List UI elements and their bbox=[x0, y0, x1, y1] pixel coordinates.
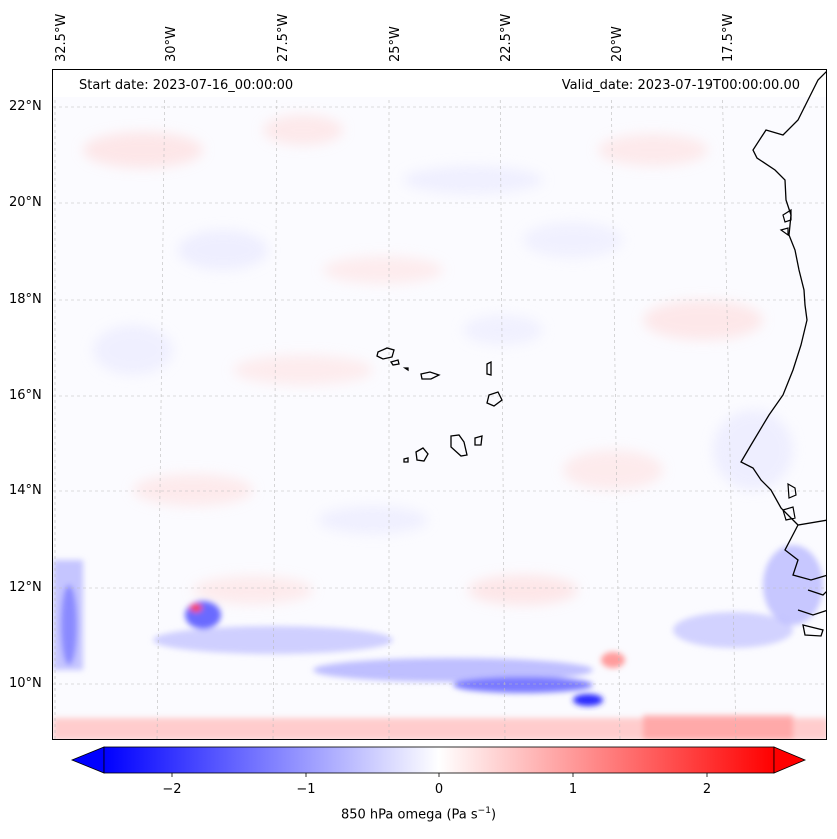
start-date-text: Start date: 2023-07-16_00:00:00 bbox=[79, 78, 294, 93]
cape-verde-islands bbox=[376, 347, 503, 463]
omega-contours-strong bbox=[53, 545, 826, 739]
lat-label-14n: 14°N bbox=[9, 483, 42, 498]
colorbar bbox=[70, 746, 807, 777]
lat-label-22n: 22°N bbox=[9, 99, 42, 114]
lon-label-25w: 25°W bbox=[388, 26, 403, 62]
lon-label-27-5w: 27.5°W bbox=[276, 13, 291, 62]
colorbar-gradient bbox=[103, 746, 775, 774]
island-santa-luzia bbox=[402, 367, 409, 372]
colorbar-tick-0: 0 bbox=[434, 782, 444, 797]
island-santo-antao bbox=[376, 347, 395, 360]
coastline-detail bbox=[779, 208, 797, 521]
island-santiago bbox=[450, 434, 468, 457]
graticule bbox=[53, 70, 826, 739]
lat-label-16n: 16°N bbox=[9, 388, 42, 403]
lon-label-22-5w: 22.5°W bbox=[499, 13, 514, 62]
island-maio bbox=[474, 435, 483, 446]
omega-field-map bbox=[53, 70, 826, 739]
lon-label-17-5w: 17.5°W bbox=[721, 13, 736, 62]
lon-label-30w: 30°W bbox=[164, 26, 179, 62]
lon-label-32-5w: 32.5°W bbox=[54, 13, 69, 62]
colorbar-label: 850 hPa omega (Pa s−1) bbox=[340, 806, 497, 823]
island-brava bbox=[403, 457, 409, 463]
lon-label-20w: 20°W bbox=[610, 26, 625, 62]
colorbar-tick-2: 2 bbox=[702, 782, 712, 797]
island-boa-vista bbox=[486, 391, 503, 407]
island-sao-vicente bbox=[389, 359, 400, 366]
lat-label-20n: 20°N bbox=[9, 195, 42, 210]
omega-contours-weak bbox=[83, 115, 793, 605]
header-band bbox=[53, 70, 826, 97]
lat-label-18n: 18°N bbox=[9, 292, 42, 307]
colorbar-tick-neg2: −2 bbox=[162, 782, 182, 797]
island-sao-nicolau bbox=[420, 371, 441, 380]
colorbar-tick-1: 1 bbox=[568, 782, 578, 797]
island-sal bbox=[486, 360, 492, 376]
colorbar-min-extend bbox=[70, 746, 105, 774]
colorbar-max-extend bbox=[773, 746, 807, 774]
african-coastline bbox=[740, 71, 826, 637]
colorbar-tick-neg1: −1 bbox=[296, 782, 316, 797]
valid-date-text: Valid_date: 2023-07-19T00:00:00.00 bbox=[561, 78, 800, 93]
lat-label-10n: 10°N bbox=[9, 676, 42, 691]
island-fogo bbox=[415, 447, 429, 462]
map-panel bbox=[52, 69, 827, 740]
lat-label-12n: 12°N bbox=[9, 580, 42, 595]
